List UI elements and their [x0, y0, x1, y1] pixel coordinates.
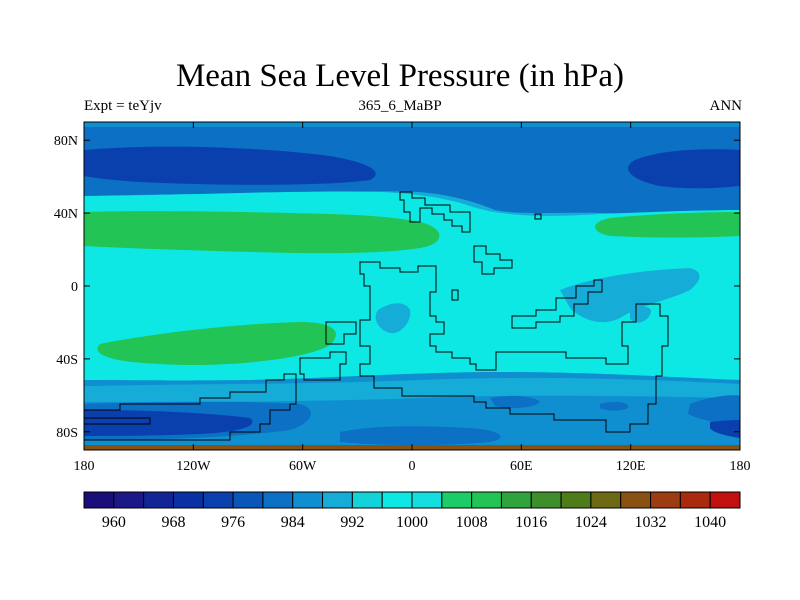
experiment-label: Expt = teYjv: [84, 98, 162, 114]
contour-south-low-east: [688, 395, 740, 424]
contour-south-patch-b: [600, 401, 629, 411]
y-tick-label: 80N: [54, 134, 78, 149]
colorbar-swatch: [143, 491, 174, 509]
contour-south-988: [84, 377, 740, 402]
contour-north-high-west: [84, 211, 440, 254]
y-tick-label: 40N: [54, 207, 78, 222]
colorbar-label: 1016: [515, 514, 547, 531]
colorbar-swatch: [560, 491, 592, 509]
page-title: Mean Sea Level Pressure (in hPa): [175, 58, 625, 94]
contour-north-high-east: [595, 212, 740, 238]
contour-north-low-east: [628, 149, 740, 189]
period-label: 365_6_MaBP: [358, 98, 442, 114]
colorbar-swatch: [322, 491, 353, 509]
axes: 180 120W 60W 0 60E 120E 180 80N 40N 0 40S 80S: [54, 122, 751, 474]
colorbar-swatch: [441, 491, 473, 509]
contour-south-low-center: [340, 426, 501, 445]
colorbar-label: 968: [161, 514, 185, 531]
colorbar-swatch: [471, 491, 502, 509]
x-tick-label: 60W: [289, 459, 317, 474]
colorbar-swatch: [262, 491, 294, 509]
contour-north-low-west: [84, 146, 376, 185]
season-label: ANN: [709, 98, 743, 114]
colorbar-swatch: [351, 491, 383, 509]
contour-north-980: [84, 122, 740, 214]
colorbar-label: 1040: [694, 514, 726, 531]
contour-south-high: [97, 322, 336, 366]
contour-south-core-east: [710, 420, 740, 438]
colorbar-swatch: [292, 491, 324, 509]
contour-south-patch-a: [490, 395, 540, 409]
y-tick-label: 80S: [56, 426, 78, 441]
colorbar-swatch: [530, 491, 562, 509]
y-tick-label: 40S: [56, 353, 78, 368]
contour-tropic-patch-east: [560, 268, 700, 323]
colorbar-label: 1000: [396, 514, 428, 531]
contour-tropic-patch-center: [375, 303, 411, 334]
colorbar-label: 1032: [635, 514, 667, 531]
colorbar-swatch: [650, 491, 681, 509]
colorbar-swatch: [679, 491, 711, 509]
colorbar-swatch: [83, 491, 115, 509]
colorbar-swatch: [113, 491, 145, 509]
colorbar-swatch: [500, 491, 532, 509]
contour-tropic-patch-small: [630, 306, 651, 323]
colorbar-swatch: [590, 491, 622, 509]
colorbar-swatch: [381, 491, 413, 509]
colorbar-label: 976: [221, 514, 245, 531]
colorbar-swatch: [232, 491, 264, 509]
x-tick-label: 180: [74, 459, 95, 474]
colorbar-label: 992: [340, 514, 364, 531]
colorbar-swatch: [172, 491, 204, 509]
x-tick-label: 180: [730, 459, 751, 474]
colorbar-label: 1008: [456, 514, 488, 531]
contour-south-core-west: [84, 410, 253, 436]
colorbar-swatch: [709, 491, 741, 509]
colorbar-swatch: [202, 491, 234, 509]
x-tick-label: 0: [409, 459, 416, 474]
colorbar-label: 1024: [575, 514, 607, 531]
x-tick-label: 120W: [176, 459, 211, 474]
colorbar-swatch: [411, 491, 443, 509]
colorbar-label: 960: [102, 514, 126, 531]
x-tick-label: 60E: [510, 459, 533, 474]
x-tick-label: 120E: [616, 459, 646, 474]
coastlines: [84, 191, 669, 441]
colorbar-label: 984: [281, 514, 305, 531]
colorbar: 960 968 976 984 992 1000 1008 1016 1024 1032 1040: [83, 491, 741, 531]
colorbar-swatch: [620, 491, 652, 509]
y-tick-label: 0: [71, 280, 78, 295]
